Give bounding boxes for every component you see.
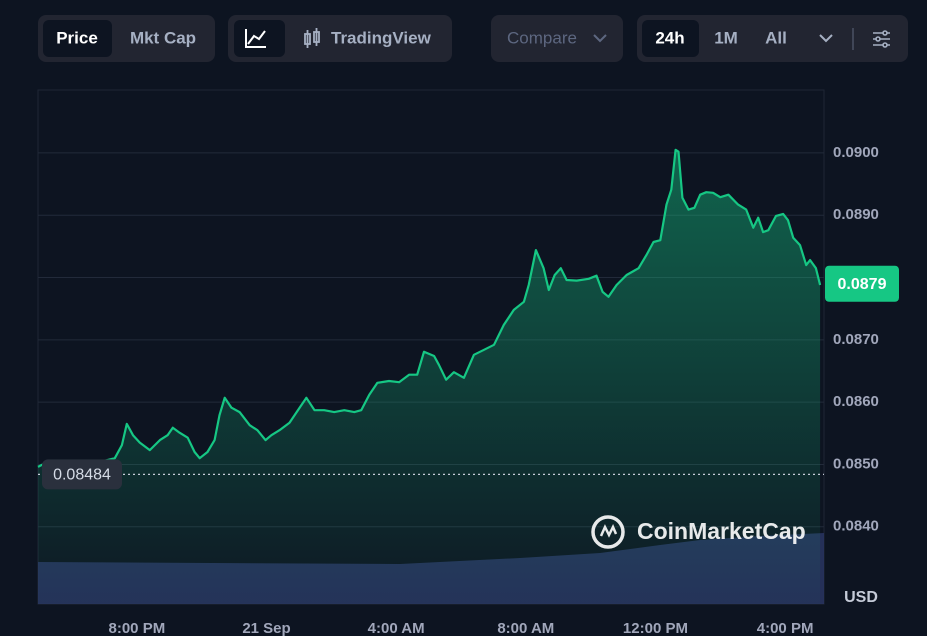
- y-tick-label: 0.0900: [833, 144, 879, 161]
- currency-label: USD: [844, 589, 878, 606]
- price-button[interactable]: [43, 20, 112, 57]
- tradingview-button[interactable]: TradingView: [331, 28, 432, 47]
- y-tick-label: 0.0870: [833, 331, 879, 348]
- price-label[interactable]: Price: [56, 28, 98, 47]
- x-tick-label: 4:00 PM: [757, 620, 814, 636]
- x-tick-label: 8:00 AM: [497, 620, 554, 636]
- mkt-cap-button[interactable]: Mkt Cap: [130, 28, 196, 47]
- x-tick-label: 4:00 AM: [368, 620, 425, 636]
- start-price-badge: [42, 459, 122, 490]
- range-24h[interactable]: 24h: [655, 28, 684, 47]
- y-tick-label: 0.0850: [833, 455, 879, 472]
- compare-button[interactable]: [491, 15, 623, 62]
- x-tick-label: 12:00 PM: [623, 620, 688, 636]
- price-line: [37, 148, 822, 468]
- start-price-label: 0.08484: [53, 467, 111, 484]
- line-icon: [245, 29, 266, 48]
- toolbar: Price Mkt Cap TradingView Compare 24h 1M…: [38, 15, 908, 62]
- y-tick-label: 0.0890: [833, 206, 879, 223]
- range-toggle: [637, 15, 908, 62]
- current-price-label: 0.0879: [838, 276, 887, 293]
- range-dropdown[interactable]: [819, 34, 833, 43]
- x-tick-label: 21 Sep: [242, 620, 290, 636]
- range-active: [642, 20, 699, 57]
- chevron: [593, 34, 607, 43]
- range-1m[interactable]: 1M: [714, 28, 738, 47]
- compare-label[interactable]: Compare: [507, 28, 577, 47]
- settings-icon[interactable]: [873, 30, 890, 48]
- range-all[interactable]: All: [765, 28, 787, 47]
- y-tick-label: 0.0840: [833, 518, 879, 535]
- price-area: [38, 149, 821, 605]
- candle-icon: [304, 28, 320, 48]
- current-price-badge: [825, 265, 899, 302]
- x-tick-label: 8:00 PM: [109, 620, 166, 636]
- watermark: CoinMarketCap: [591, 515, 806, 549]
- watermark-text: CoinMarketCap: [637, 518, 806, 544]
- plot: 0.08484: [37, 148, 824, 605]
- y-tick-label: 0.0860: [833, 393, 879, 410]
